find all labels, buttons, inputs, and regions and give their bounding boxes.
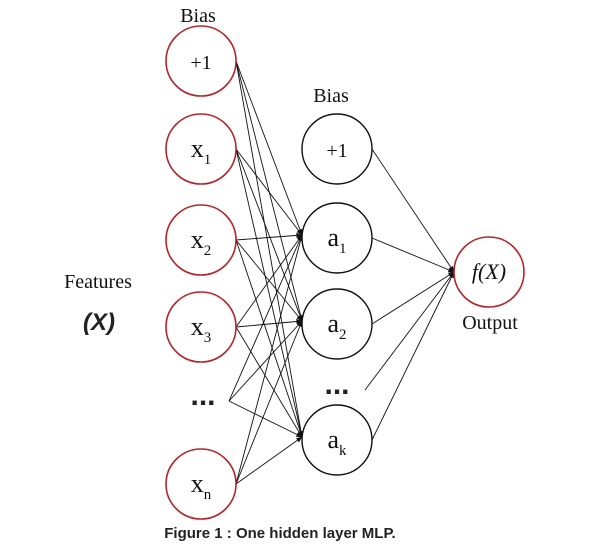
hidden-node-h_bias-label: +1 xyxy=(326,140,347,162)
input-node-xn: xn xyxy=(165,448,237,520)
output-node-circle xyxy=(453,236,525,308)
edge-hidden-ellipsis-to-output xyxy=(364,271,455,391)
input-bias-heading: Bias xyxy=(180,5,216,27)
hidden-node-a1-label: a1 xyxy=(327,223,346,257)
edge-x1-to-ak xyxy=(235,148,304,438)
input-node-x2: x2 xyxy=(165,204,237,276)
edge-x1-to-a1 xyxy=(235,148,303,236)
edge-ellipsis-to-a1 xyxy=(228,234,303,402)
input-node-x1: x1 xyxy=(165,113,237,185)
output-label: Output xyxy=(462,312,518,334)
edge-x3-to-a1 xyxy=(235,234,303,328)
edge-x2-to-a1 xyxy=(235,232,303,241)
edge-x3-to-ak xyxy=(235,326,303,438)
hidden-node-a2: a2 xyxy=(301,288,373,360)
edge-in_bias-to-a1 xyxy=(235,60,303,236)
input-node-x1-circle xyxy=(165,113,237,185)
input-node-in_bias: +1 xyxy=(165,25,237,97)
input-node-in_bias-circle xyxy=(165,25,237,97)
input-ellipsis: ... xyxy=(190,379,215,412)
hidden-node-a1-circle xyxy=(301,202,373,274)
nodes: +1 x1 x2 x3 xn +1 a1 a2 ak f(X)...... xyxy=(165,25,525,520)
input-node-in_bias-label: +1 xyxy=(190,52,211,74)
figure-caption: Figure 1 : One hidden layer MLP. xyxy=(164,525,395,542)
output-node-label: f(X) xyxy=(472,259,506,284)
edge-ak-to-output xyxy=(371,271,455,441)
edge-xn-to-a2 xyxy=(235,320,303,485)
input-node-xn-circle xyxy=(165,448,237,520)
hidden-node-h_bias-circle xyxy=(301,113,373,185)
edge-ellipsis-to-a2 xyxy=(228,320,303,402)
edge-a1-to-output xyxy=(371,237,455,273)
hidden-node-a2-label: a2 xyxy=(327,309,346,343)
input-node-x3: x3 xyxy=(165,291,237,363)
edge-x3-to-a2 xyxy=(235,319,303,328)
input-node-x1-label: x1 xyxy=(191,134,212,168)
edge-ellipsis-to-ak xyxy=(228,400,303,438)
edge-xn-to-ak xyxy=(235,436,303,485)
edge-xn-to-a1 xyxy=(235,234,303,485)
input-node-x2-label: x2 xyxy=(191,225,212,259)
edge-x2-to-ak xyxy=(235,239,303,438)
edge-in_bias-to-ak xyxy=(235,60,304,438)
hidden-node-ak-circle xyxy=(301,404,373,476)
hidden-bias-heading: Bias xyxy=(313,85,349,107)
input-node-x2-circle xyxy=(165,204,237,276)
hidden-node-h_bias: +1 xyxy=(301,113,373,185)
features-symbol: (X) xyxy=(83,309,115,336)
input-node-x3-circle xyxy=(165,291,237,363)
edge-a2-to-output xyxy=(371,271,455,325)
hidden-node-a2-circle xyxy=(301,288,373,360)
connections xyxy=(228,60,455,485)
features-label: Features xyxy=(64,271,132,293)
input-node-x3-label: x3 xyxy=(191,312,212,346)
output-node: f(X) xyxy=(453,236,525,308)
hidden-node-ak-label: ak xyxy=(327,425,347,459)
hidden-node-a1: a1 xyxy=(301,202,373,274)
edge-x1-to-a2 xyxy=(235,148,303,322)
edge-h_bias-to-output xyxy=(371,148,455,273)
input-node-xn-label: xn xyxy=(191,469,212,503)
hidden-node-ak: ak xyxy=(301,404,373,476)
hidden-ellipsis: ... xyxy=(324,368,349,401)
